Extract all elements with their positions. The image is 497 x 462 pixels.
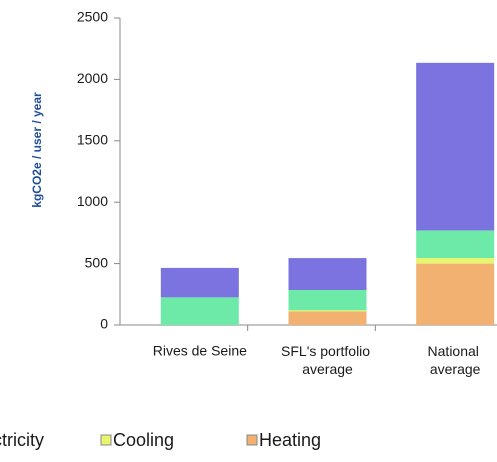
bar-segment <box>416 230 495 259</box>
y-tick-label: 500 <box>85 254 109 270</box>
x-tick-label-line: National <box>428 343 483 359</box>
x-tick-label-line: SFL's portfolio <box>281 343 374 359</box>
x-tick-label: National average <box>428 343 483 377</box>
x-tick-label-line: average <box>302 361 353 377</box>
y-tick-label: 1000 <box>77 193 108 209</box>
bar-segment <box>416 62 495 231</box>
legend-swatch <box>246 434 258 446</box>
x-tick-label-line: average <box>430 361 481 377</box>
bar-segment <box>288 258 367 291</box>
y-tick-label: 1500 <box>77 132 108 148</box>
bar-segment <box>288 311 367 325</box>
y-axis-label: kgCO2e / user / year <box>30 92 44 208</box>
y-tick-label: 2500 <box>77 9 108 25</box>
legend-label: Cooling <box>113 430 174 450</box>
bar-segment <box>288 310 367 312</box>
legend-label: Heating <box>259 430 321 450</box>
x-tick-label: Rives de Seine <box>153 343 247 359</box>
bar-segment <box>160 297 239 325</box>
legend-swatch <box>100 434 112 446</box>
bar-segment <box>160 267 239 298</box>
bar-segment <box>416 263 495 325</box>
y-tick-label: 0 <box>100 316 108 332</box>
bar-segment <box>288 290 367 311</box>
y-tick-label: 2000 <box>77 70 108 86</box>
x-tick-label: SFL's portfolio average <box>281 343 374 377</box>
legend-label: Electricity <box>0 430 44 450</box>
bar-segment <box>416 258 495 264</box>
